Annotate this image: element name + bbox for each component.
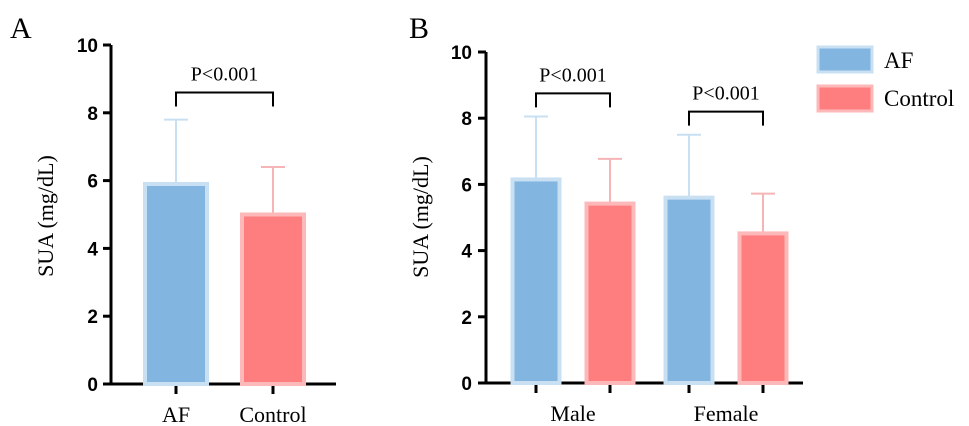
y-tick-label: 0	[461, 374, 472, 395]
sig-af-control-label: P<0.001	[191, 63, 258, 85]
legend-swatch-af	[816, 45, 874, 74]
bar-female-af-bar	[663, 195, 715, 385]
y-tick-label: 8	[87, 104, 98, 125]
y-axis-title-a: SUA (mg/dL)	[33, 155, 58, 277]
significance-a: P<0.001	[175, 63, 274, 107]
x-category-label: Female	[694, 401, 759, 426]
legend: AF Control	[816, 45, 954, 113]
y-tick-label: 6	[87, 172, 98, 193]
bar-af-bar	[143, 181, 209, 386]
bar-control-bar	[240, 212, 306, 386]
legend-label-control: Control	[884, 86, 954, 111]
panel-label-a: A	[10, 12, 32, 45]
bar-female-control-bar	[737, 231, 789, 385]
sig-female-bracket	[688, 110, 764, 126]
y-tick-label: 2	[87, 307, 98, 328]
y-tick-label: 2	[461, 308, 472, 329]
y-tick-label: 4	[87, 239, 98, 260]
y-axis-title-b: SUA (mg/dL)	[408, 156, 433, 278]
x-category-label: AF	[162, 402, 190, 426]
bar-male-control-bar	[584, 201, 636, 385]
sig-male-label: P<0.001	[539, 64, 606, 86]
x-category-label: Male	[550, 401, 595, 426]
y-tick-label: 10	[77, 36, 98, 57]
legend-label-af: AF	[884, 48, 913, 73]
y-tick-label: 0	[87, 375, 98, 396]
panel-a: A SUA (mg/dL) 0 2 4 6 8 10 AF Control P<0.001	[10, 12, 336, 426]
bars-b: Male Female	[510, 115, 789, 426]
y-tick-label: 10	[451, 43, 472, 64]
sig-af-control-bracket	[175, 91, 274, 107]
panel-label-b: B	[409, 12, 429, 45]
y-tick-label: 8	[461, 109, 472, 130]
sig-male-bracket	[535, 92, 611, 108]
significance-b: P<0.001 P<0.001	[535, 64, 764, 126]
legend-swatch-control	[816, 84, 874, 113]
bars-a: AF Control	[143, 118, 307, 426]
x-category-label: Control	[239, 402, 306, 426]
y-tick-label: 6	[461, 175, 472, 196]
panel-b: B SUA (mg/dL) 0 2 4 6 8 10 Male Female P<0.001…	[408, 12, 803, 426]
sig-female-label: P<0.001	[692, 83, 759, 105]
y-tick-label: 4	[461, 242, 472, 263]
bar-male-af-bar	[510, 177, 562, 385]
